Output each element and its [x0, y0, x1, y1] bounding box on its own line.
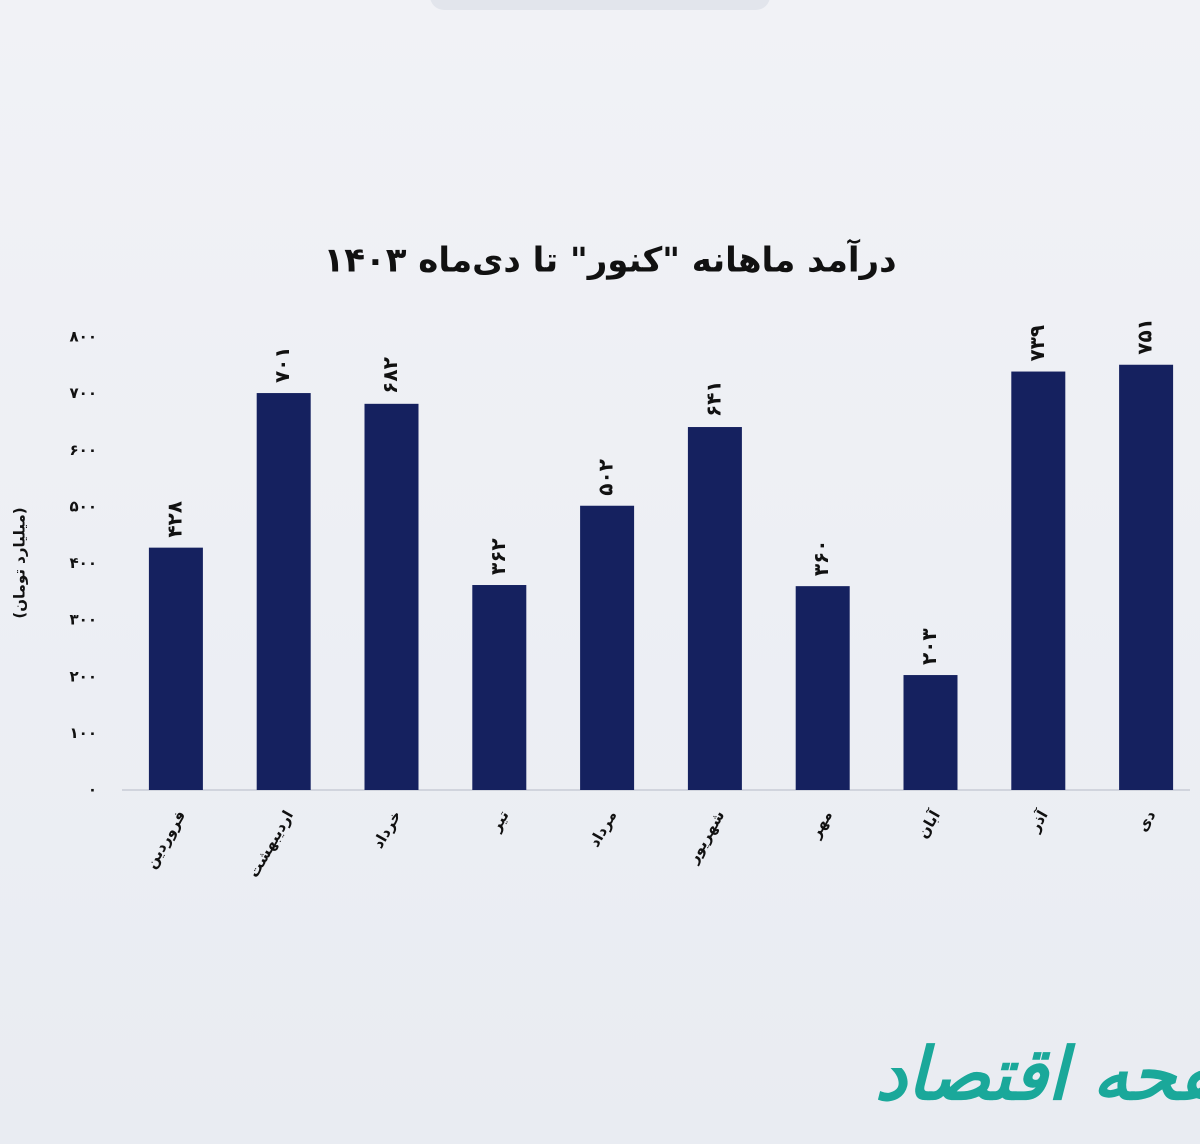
bar — [903, 675, 958, 790]
y-tick-label: ۱۰۰ — [70, 724, 97, 742]
value-label: ۶۴۱ — [701, 380, 725, 417]
bar — [148, 547, 203, 790]
bar — [795, 586, 850, 790]
bar — [1011, 371, 1066, 790]
bar — [472, 585, 527, 790]
bar — [364, 403, 419, 790]
bar — [1119, 364, 1174, 790]
top-decoration — [430, 0, 770, 10]
y-axis-label: (میلیارد تومان) — [11, 507, 29, 618]
y-tick-label: ۳۰۰ — [70, 611, 97, 629]
x-tick-label: دی — [1133, 807, 1159, 835]
y-tick-label: ۵۰۰ — [70, 497, 97, 515]
y-tick-label: ۸۰۰ — [70, 328, 97, 346]
x-tick-label: آذر — [1025, 807, 1052, 836]
bar — [687, 427, 742, 790]
chart-title: درآمد ماهانه "کنور" تا دی‌ماه ۱۴۰۳ — [323, 239, 896, 281]
bar — [580, 505, 635, 790]
y-tick-label: ۰ — [88, 781, 97, 799]
bar — [256, 393, 311, 790]
x-tick-label: اردیبهشت — [244, 807, 297, 880]
x-tick-label: خرداد — [369, 807, 405, 851]
x-tick-label: مهر — [806, 807, 836, 842]
value-label: ۶۸۲ — [378, 357, 402, 394]
value-label: ۵۰۲ — [594, 459, 618, 496]
watermark: صفحه اقتصاد — [875, 1031, 1200, 1116]
value-label: ۷۵۱ — [1133, 318, 1157, 355]
y-tick-label: ۷۰۰ — [70, 384, 97, 402]
value-label: ۳۶۰ — [809, 540, 833, 577]
y-tick-label: ۲۰۰ — [70, 667, 97, 685]
x-tick-label: شهریور — [683, 807, 728, 867]
value-label: ۷۰۱ — [270, 346, 294, 383]
x-tick-label: مرداد — [585, 807, 620, 850]
x-tick-label: آبان — [914, 807, 945, 842]
x-tick-label: فروردین — [142, 807, 190, 871]
value-label: ۷۳۹ — [1025, 325, 1049, 362]
x-tick-label: تیر — [486, 807, 513, 835]
value-label: ۴۲۸ — [162, 501, 186, 538]
y-tick-label: ۴۰۰ — [70, 554, 97, 572]
value-label: ۳۶۲ — [486, 538, 510, 575]
y-tick-label: ۶۰۰ — [70, 441, 97, 459]
value-label: ۲۰۳ — [917, 628, 941, 665]
